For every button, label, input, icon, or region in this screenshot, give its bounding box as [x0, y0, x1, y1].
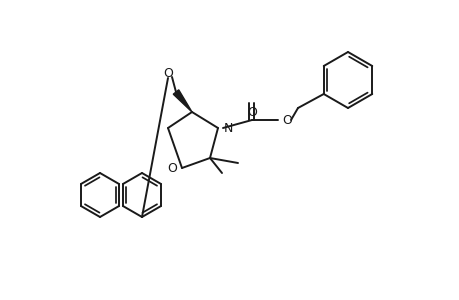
Text: O: O: [281, 113, 291, 127]
Text: O: O: [167, 161, 177, 175]
Polygon shape: [173, 90, 191, 112]
Text: O: O: [162, 67, 173, 80]
Text: O: O: [246, 106, 257, 119]
Text: N: N: [223, 122, 232, 134]
